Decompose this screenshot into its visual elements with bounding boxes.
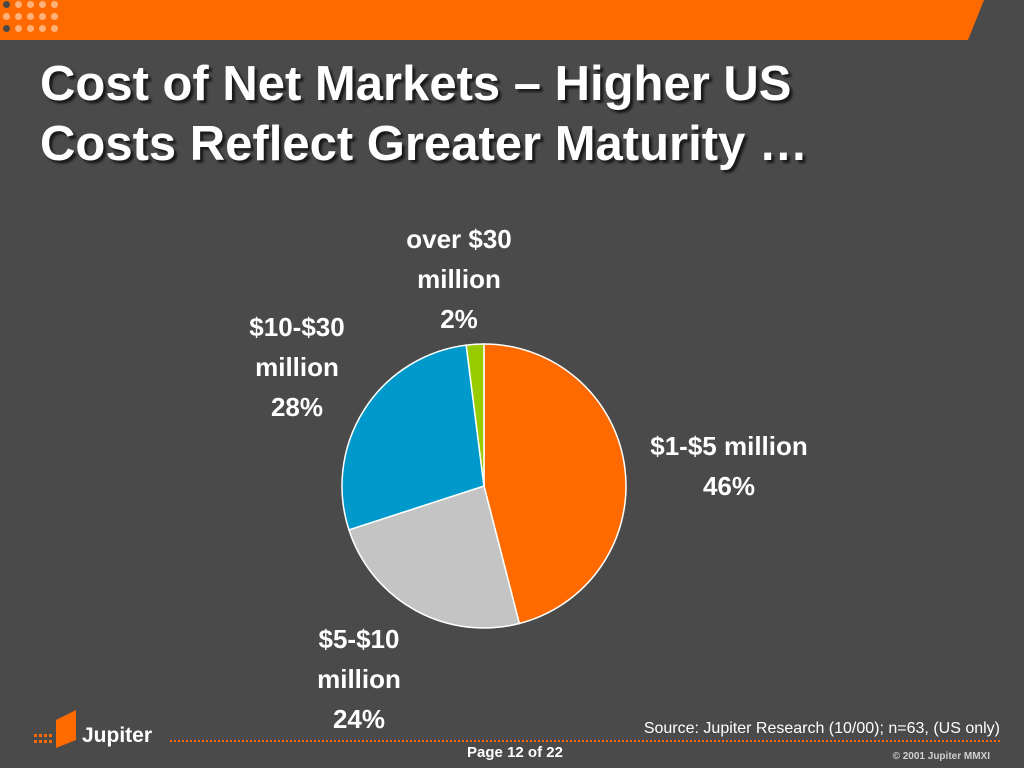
pie-slice-4 [465,343,485,487]
top-bar-notch [968,0,1024,40]
slide-title: Cost of Net Markets – Higher US Costs Re… [40,54,980,174]
source-note: Source: Jupiter Research (10/00); n=63, … [643,720,1000,737]
slice-label-line: $5-$10 [319,624,400,654]
slice-label-line: 46% [703,471,755,501]
slice-label-line: million [417,264,501,294]
slice-label-line: million [317,664,401,694]
top-bar [0,0,1024,40]
brand-dots-icon [2,0,60,34]
slice-label-3: $10-$30 million 28% [249,312,344,422]
jupiter-logo-icon [34,710,76,748]
footer-divider [170,740,1000,742]
slice-label-line: 24% [333,704,385,734]
slice-label-line: $1-$5 million [650,431,808,461]
page-number: Page 12 of 22 [467,744,563,761]
pie-slice-2 [348,485,521,629]
slice-label-line: $10-$30 [249,312,344,342]
jupiter-logo: Jupiter [34,710,174,754]
slice-label-line: 2% [440,304,478,334]
slice-label-line: over $30 [406,224,512,254]
pie-slice-1 [483,343,627,625]
slice-label-1: $1-$5 million 46% [650,431,808,501]
slice-label-2: $5-$10 million 24% [317,624,401,734]
slice-label-line: 28% [271,392,323,422]
slide-title-line-1: Cost of Net Markets – Higher US [40,57,792,111]
slide-title-line-2: Costs Reflect Greater Maturity … [40,117,808,171]
slice-label-4: over $30 million 2% [406,224,512,334]
logo-text: Jupiter [82,724,153,747]
copyright: © 2001 Jupiter MMXI [892,751,990,762]
pie-slice-3 [341,344,485,531]
slice-label-line: million [255,352,339,382]
